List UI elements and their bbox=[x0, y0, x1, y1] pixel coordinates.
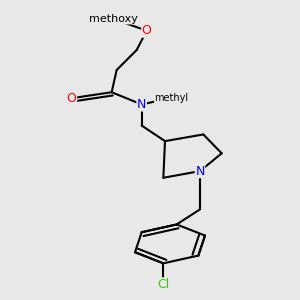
Text: methoxy: methoxy bbox=[89, 14, 138, 24]
Text: O: O bbox=[142, 24, 152, 37]
Text: N: N bbox=[195, 165, 205, 178]
Text: Cl: Cl bbox=[157, 278, 170, 291]
Text: O: O bbox=[67, 92, 76, 105]
Text: methyl: methyl bbox=[154, 93, 189, 103]
Text: N: N bbox=[137, 98, 146, 111]
